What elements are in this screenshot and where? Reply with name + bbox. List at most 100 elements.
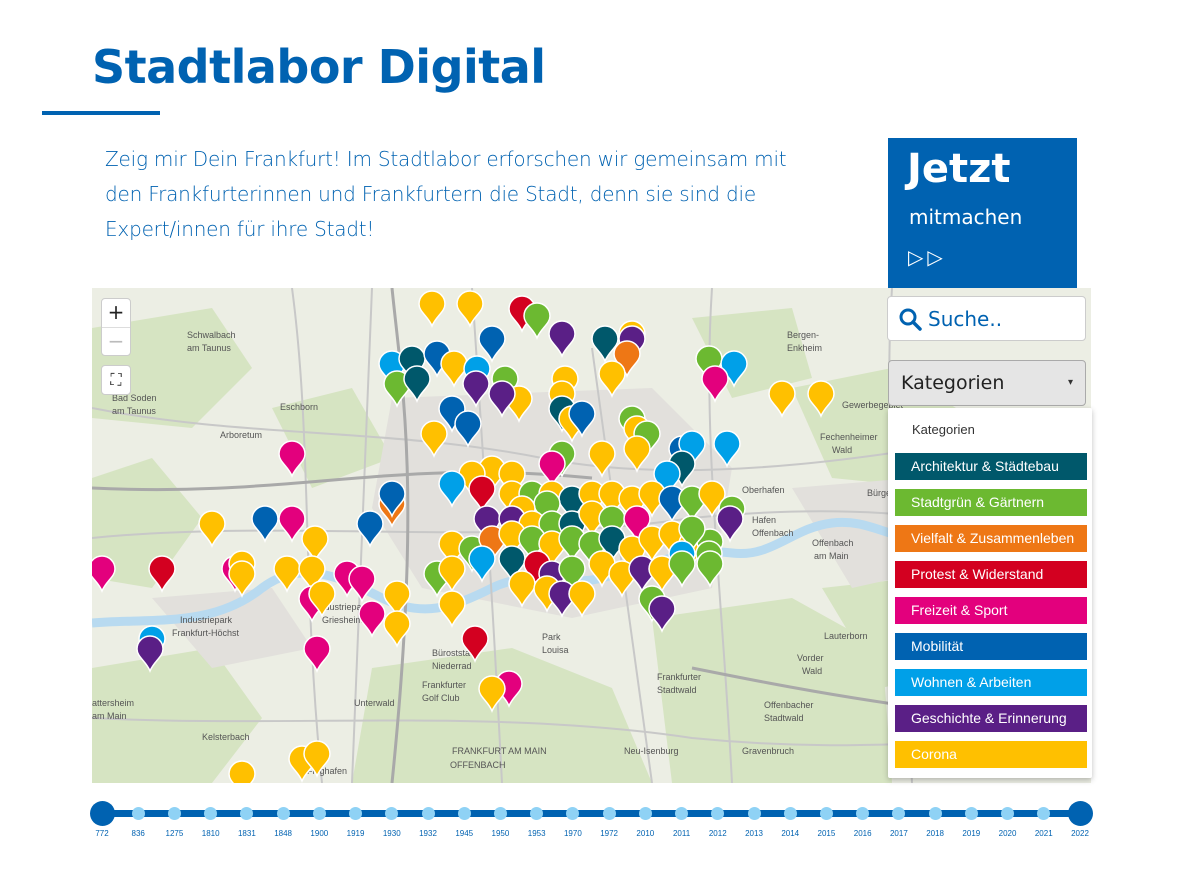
map-marker-pin[interactable] [228,560,256,599]
category-option[interactable]: Protest & Widerstand [895,561,1087,588]
category-dropdown-header[interactable]: Kategorien [912,422,975,437]
timeline-year-marker[interactable] [493,807,507,820]
map-marker-pin[interactable] [438,555,466,594]
map-marker-pin[interactable] [228,760,256,783]
category-option[interactable]: Stadtgrün & Gärtnern [895,489,1087,516]
timeline-year-marker[interactable] [711,807,725,820]
map-marker-pin[interactable] [696,550,724,589]
map-marker-pin[interactable] [456,290,484,329]
timeline-year-marker[interactable] [747,807,761,820]
map-marker-pin[interactable] [716,505,744,544]
category-option[interactable]: Wohnen & Arbeiten [895,669,1087,696]
mitmachen-button[interactable]: Jetzt mitmachen ▷▷ [888,138,1077,288]
timeline-year-marker[interactable] [312,807,326,820]
search-box[interactable] [887,296,1086,341]
timeline-year-marker[interactable] [167,807,181,820]
timeline-year-marker[interactable] [204,807,218,820]
map-marker-pin[interactable] [508,570,536,609]
timeline-year-marker[interactable] [819,807,833,820]
category-option[interactable]: Architektur & Städtebau [895,453,1087,480]
map-marker-pin[interactable] [92,555,116,594]
map-marker-pin[interactable] [648,595,676,634]
timeline-year-marker[interactable] [89,801,115,826]
map-marker-pin[interactable] [588,440,616,479]
map-marker-pin[interactable] [298,555,326,594]
category-option[interactable]: Mobilität [895,633,1087,660]
timeline-year-marker[interactable] [602,807,616,820]
map-marker-pin[interactable] [383,580,411,619]
map-marker-pin[interactable] [523,302,551,341]
map-marker-pin[interactable] [198,510,226,549]
map-marker-pin[interactable] [498,460,526,499]
timeline-year-marker[interactable] [530,807,544,820]
map-marker-pin[interactable] [701,365,729,404]
timeline-year-marker[interactable] [892,807,906,820]
map-marker-pin[interactable] [378,480,406,519]
map-marker-pin[interactable] [308,580,336,619]
timeline-year-marker[interactable] [675,807,689,820]
map-marker-pin[interactable] [438,590,466,629]
category-option[interactable]: Corona [895,741,1087,768]
map-marker-pin[interactable] [278,440,306,479]
timeline-year-marker[interactable] [385,807,399,820]
category-option[interactable]: Geschichte & Erinnerung [895,705,1087,732]
category-option[interactable]: Vielfalt & Zusammenleben [895,525,1087,552]
timeline-year-marker[interactable] [856,807,870,820]
map-marker-pin[interactable] [468,475,496,514]
category-option[interactable]: Freizeit & Sport [895,597,1087,624]
timeline-year-marker[interactable] [276,807,290,820]
timeline-year-marker[interactable] [1067,801,1093,826]
search-input[interactable] [928,306,1078,331]
timeline-year-marker[interactable] [566,807,580,820]
map-marker-pin[interactable] [148,555,176,594]
zoom-in-button[interactable]: + [107,300,125,324]
year-timeline[interactable]: 772 836 1275 1810 1831 1848 1900 1919 1930 1932 19… [89,800,1093,840]
map-marker-pin[interactable] [358,600,386,639]
map-marker-pin[interactable] [768,380,796,419]
map-marker-pin[interactable] [478,325,506,364]
map-marker-pin[interactable] [273,555,301,594]
map-marker-pin[interactable] [303,740,331,779]
map-marker-pin[interactable] [478,675,506,714]
timeline-year-marker[interactable] [1037,807,1051,820]
map-marker-pin[interactable] [356,510,384,549]
map-marker-pin[interactable] [713,430,741,469]
timeline-year-marker[interactable] [131,807,145,820]
map-marker-pin[interactable] [568,400,596,439]
map-pins[interactable] [92,290,835,783]
fullscreen-button[interactable]: ⛶ [101,365,131,395]
map-marker-pin[interactable] [548,320,576,359]
map-marker-pin[interactable] [488,380,516,419]
map-marker-pin[interactable] [418,290,446,329]
timeline-year-marker[interactable] [457,807,471,820]
map-marker-pin[interactable] [403,365,431,404]
map-marker-pin[interactable] [598,360,626,399]
map-marker-pin[interactable] [568,580,596,619]
map-marker-pin[interactable] [623,435,651,474]
map-marker-pin[interactable] [301,525,329,564]
map-marker-pin[interactable] [420,420,448,459]
map-marker-pin[interactable] [591,325,619,364]
map-marker-pin[interactable] [668,550,696,589]
timeline-year-marker[interactable] [783,807,797,820]
map-marker-pin[interactable] [462,370,490,409]
timeline-year-marker[interactable] [964,807,978,820]
map-marker-pin[interactable] [678,515,706,554]
map-marker-pin[interactable] [383,610,411,649]
map-marker-pin[interactable] [538,450,566,489]
map-marker-pin[interactable] [303,635,331,674]
timeline-year-marker[interactable] [349,807,363,820]
timeline-year-marker[interactable] [928,807,942,820]
map-marker-pin[interactable] [278,505,306,544]
map-marker-pin[interactable] [348,565,376,604]
timeline-year-marker[interactable] [638,807,652,820]
map-marker-pin[interactable] [136,635,164,674]
map-marker-pin[interactable] [461,625,489,664]
map-marker-pin[interactable] [251,505,279,544]
map-marker-pin[interactable] [558,555,586,594]
zoom-out-button[interactable]: − [102,327,130,355]
timeline-year-marker[interactable] [1001,807,1015,820]
map-marker-pin[interactable] [454,410,482,449]
timeline-year-marker[interactable] [421,807,435,820]
map-marker-pin[interactable] [498,545,526,584]
